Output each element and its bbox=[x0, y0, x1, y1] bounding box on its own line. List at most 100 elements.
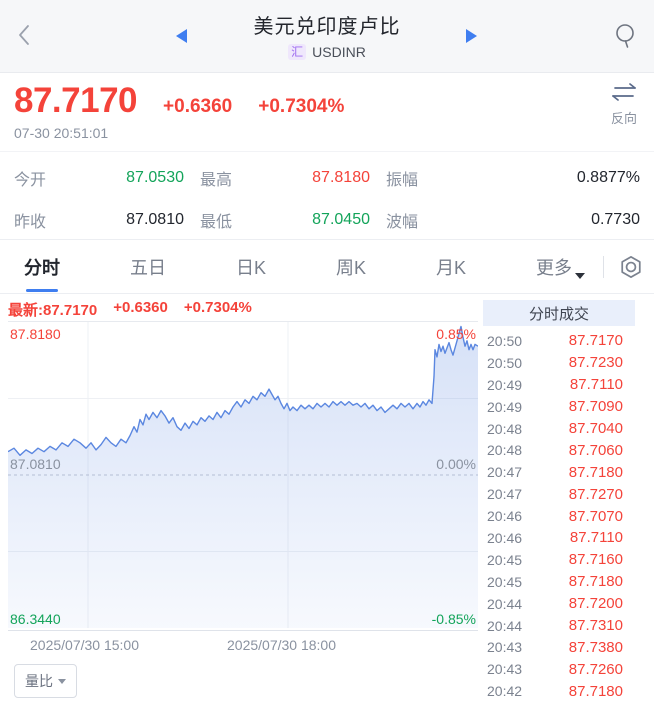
tape-price: 87.7160 bbox=[568, 551, 623, 569]
quote-section: 87.7170 +0.6360 +0.7304% 07-30 20:51:01 … bbox=[0, 73, 654, 152]
more-dropdown-icon bbox=[574, 273, 585, 279]
tape-row: 20:49 87.7090 bbox=[483, 396, 635, 418]
reverse-label: 反向 bbox=[610, 111, 637, 126]
tape-price: 87.7180 bbox=[568, 682, 623, 700]
tape-time: 20:45 bbox=[487, 551, 523, 568]
next-instrument-button[interactable] bbox=[466, 29, 477, 43]
tape-row: 20:47 87.7270 bbox=[483, 483, 635, 505]
latest-change: +0.6360 bbox=[113, 299, 168, 316]
tape-price: 87.7170 bbox=[568, 332, 623, 350]
tab-timeline[interactable]: 分时 bbox=[24, 240, 60, 293]
back-button[interactable] bbox=[12, 20, 38, 50]
prev-instrument-button[interactable] bbox=[176, 29, 187, 43]
tab-daily-k[interactable]: 日K bbox=[236, 240, 266, 293]
y-label-low: 86.3440 bbox=[10, 611, 61, 627]
tape-row: 20:44 87.7200 bbox=[483, 593, 635, 615]
tape-price: 87.7310 bbox=[568, 617, 623, 635]
volume-ratio-label: 量比 bbox=[25, 673, 53, 689]
tab-timeline-label: 分时 bbox=[24, 257, 60, 278]
stat-value-prev-close: 87.0810 bbox=[126, 211, 184, 228]
tape-time: 20:43 bbox=[487, 639, 523, 656]
tape-time: 20:50 bbox=[487, 332, 523, 349]
tape-time: 20:48 bbox=[487, 442, 523, 459]
tape-time: 20:46 bbox=[487, 508, 523, 525]
tape-row: 20:48 87.7040 bbox=[483, 418, 635, 440]
chart-plot[interactable]: 87.8180 0.85% 87.0810 0.00% 86.3440 -0.8… bbox=[7, 321, 479, 631]
tape-price: 87.7090 bbox=[568, 398, 623, 416]
swap-arrows-icon bbox=[612, 83, 636, 101]
tape-time: 20:46 bbox=[487, 529, 523, 546]
tape-row: 20:46 87.7110 bbox=[483, 527, 635, 549]
tape-header: 分时成交 bbox=[483, 300, 635, 326]
app-header: 美元兑印度卢比 汇 USDINR bbox=[0, 0, 654, 73]
active-tab-underline bbox=[26, 289, 58, 292]
tab-weekly-k-label: 周K bbox=[335, 257, 366, 278]
tape-time: 20:49 bbox=[487, 376, 523, 393]
chevron-left-icon bbox=[19, 25, 29, 45]
tape-time: 20:42 bbox=[487, 683, 523, 700]
tape-row: 20:50 87.7170 bbox=[483, 330, 635, 352]
caret-down-icon bbox=[58, 678, 66, 684]
reverse-pair-button[interactable]: 反向 bbox=[610, 83, 638, 127]
tape-time: 20:48 bbox=[487, 420, 523, 437]
tape-price: 87.7040 bbox=[568, 420, 623, 437]
chart-tab-bar: 分时 五日 日K 周K 月K 更多 bbox=[0, 239, 654, 294]
tape-price: 87.7380 bbox=[568, 638, 623, 656]
tape-row: 20:43 87.7380 bbox=[483, 636, 635, 658]
volume-ratio-dropdown[interactable]: 量比 bbox=[14, 664, 77, 698]
price-line bbox=[7, 325, 479, 457]
tape-row: 20:46 87.7070 bbox=[483, 505, 635, 527]
stat-label-high: 最高 bbox=[200, 172, 233, 189]
tape-price: 87.7180 bbox=[568, 573, 623, 591]
y-label-high: 87.8180 bbox=[10, 326, 61, 342]
price-change-pct: +0.7304% bbox=[258, 96, 345, 117]
tape-list[interactable]: 20:50 87.7170 20:50 87.7230 20:49 87.7110 20:4… bbox=[483, 330, 635, 702]
search-button[interactable] bbox=[612, 22, 638, 55]
tape-row: 20:50 87.7230 bbox=[483, 352, 635, 374]
tape-time: 20:44 bbox=[487, 595, 523, 612]
tape-price: 87.7230 bbox=[568, 354, 623, 372]
tab-monthly-k[interactable]: 月K bbox=[436, 240, 466, 293]
stat-value-low: 87.0450 bbox=[312, 211, 370, 228]
symbol-code: USDINR bbox=[312, 44, 366, 60]
tape-price: 87.7070 bbox=[568, 507, 623, 525]
tape-time: 20:47 bbox=[487, 464, 523, 481]
stat-label-low: 最低 bbox=[200, 214, 233, 231]
tape-row: 20:45 87.7180 bbox=[483, 571, 635, 593]
latest-change-pct: +0.7304% bbox=[183, 299, 252, 316]
tab-more[interactable]: 更多 bbox=[536, 240, 585, 293]
tape-row: 20:48 87.7060 bbox=[483, 439, 635, 461]
settings-hexagon-icon bbox=[621, 255, 641, 278]
timeline-chart bbox=[7, 322, 479, 628]
stat-label-range: 波幅 bbox=[386, 214, 419, 231]
tape-price: 87.7060 bbox=[568, 441, 623, 459]
tape-time: 20:45 bbox=[487, 573, 523, 590]
last-price: 87.7170 bbox=[14, 81, 138, 120]
pct-label-high: 0.85% bbox=[436, 326, 476, 342]
tape-price: 87.7270 bbox=[568, 485, 623, 503]
tape-price: 87.7200 bbox=[568, 595, 623, 613]
tape-time: 20:47 bbox=[487, 486, 523, 503]
tape-time: 20:49 bbox=[487, 398, 523, 415]
tape-price: 87.7260 bbox=[568, 660, 623, 678]
tab-daily-k-label: 日K bbox=[235, 257, 266, 278]
tape-row: 20:49 87.7110 bbox=[483, 374, 635, 396]
tape-time: 20:50 bbox=[487, 354, 523, 371]
tape-time: 20:43 bbox=[487, 661, 523, 678]
latest-quote-line: 最新:87.7170 +0.6360 +0.7304% bbox=[8, 299, 252, 320]
stat-label-open: 今开 bbox=[14, 172, 47, 189]
tab-5day-label: 五日 bbox=[129, 257, 166, 278]
tape-price: 87.7110 bbox=[569, 376, 623, 394]
tape-row: 20:44 87.7310 bbox=[483, 615, 635, 637]
tape-price: 87.7180 bbox=[568, 463, 623, 481]
stats-grid: 今开 87.0530 最高 87.8180 振幅 0.8877% 昨收 87.0… bbox=[0, 152, 654, 234]
tab-5day[interactable]: 五日 bbox=[130, 240, 166, 293]
tab-more-label: 更多 bbox=[535, 257, 572, 278]
pct-label-baseline: 0.00% bbox=[436, 456, 476, 472]
tape-row: 20:43 87.7260 bbox=[483, 658, 635, 680]
tab-weekly-k[interactable]: 周K bbox=[336, 240, 366, 293]
pct-label-low: -0.85% bbox=[431, 611, 476, 627]
stat-value-open: 87.0530 bbox=[126, 169, 184, 186]
tab-monthly-k-label: 月K bbox=[435, 257, 466, 278]
chart-settings-button[interactable] bbox=[608, 254, 654, 280]
